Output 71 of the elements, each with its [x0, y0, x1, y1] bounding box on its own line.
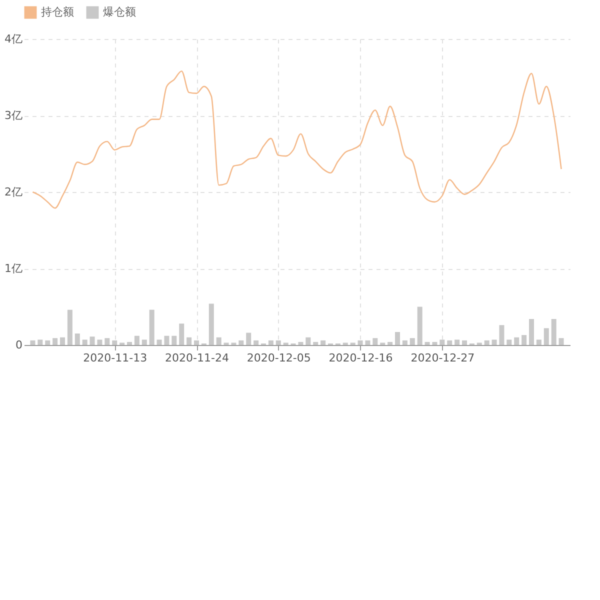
- y-tick-label: 3亿: [4, 109, 22, 122]
- bar: [432, 342, 438, 345]
- bar: [402, 340, 408, 345]
- x-tick-label: 2020-12-05: [246, 352, 311, 364]
- bar: [522, 335, 527, 345]
- legend-label: 爆仓额: [103, 6, 136, 19]
- y-tick-label: 4亿: [4, 32, 22, 46]
- bar: [149, 310, 154, 345]
- bar: [276, 340, 281, 345]
- bar: [417, 306, 422, 345]
- bar: [216, 337, 222, 345]
- bar: [208, 304, 214, 345]
- bar: [536, 340, 542, 345]
- x-tick-label: 2020-12-16: [328, 352, 393, 364]
- y-tick-label: 0: [16, 338, 22, 352]
- bar: [30, 340, 36, 345]
- bar: [492, 340, 497, 345]
- bar: [142, 340, 147, 345]
- bar: [172, 336, 177, 345]
- bar: [306, 337, 311, 345]
- bar: [164, 336, 170, 345]
- bar: [67, 310, 72, 345]
- bar: [112, 340, 118, 345]
- bar: [127, 342, 132, 345]
- bar: [388, 342, 393, 345]
- legend-label: 持仓额: [41, 6, 74, 19]
- bar: [499, 325, 504, 345]
- bar: [74, 334, 80, 345]
- bar: [52, 338, 58, 345]
- bar: [372, 338, 378, 345]
- bar: [104, 338, 110, 345]
- x-tick-label: 2020-11-24: [165, 352, 229, 364]
- bar: [268, 340, 274, 345]
- bar: [97, 340, 102, 345]
- bar: [156, 340, 162, 345]
- bar: [90, 336, 95, 345]
- bar: [82, 340, 88, 345]
- bar: [484, 340, 490, 345]
- bar: [313, 342, 318, 345]
- bar: [462, 340, 467, 345]
- bar: [358, 340, 363, 345]
- bar: [254, 340, 259, 345]
- bar: [424, 342, 430, 345]
- bar: [320, 340, 326, 345]
- bar: [447, 340, 452, 345]
- x-tick-label: 2020-11-13: [83, 352, 148, 364]
- bar: [529, 318, 534, 345]
- bar: [60, 337, 65, 345]
- bar: [558, 338, 564, 345]
- bar: [506, 340, 512, 345]
- bar: [298, 342, 304, 345]
- bar: [551, 318, 556, 345]
- bar: [179, 324, 184, 345]
- bar: [45, 340, 50, 345]
- bar: [440, 340, 445, 345]
- bar: [134, 336, 140, 345]
- x-tick-label: 2020-12-27: [410, 352, 475, 364]
- bar: [454, 340, 460, 345]
- y-tick-label: 2亿: [4, 186, 22, 198]
- line-series: [32, 70, 562, 209]
- y-tick-label: 1亿: [4, 262, 22, 275]
- bar: [38, 340, 43, 345]
- bar: [194, 340, 199, 345]
- bar: [395, 332, 400, 345]
- bar: [238, 340, 244, 345]
- bar: [544, 328, 549, 345]
- bar: [410, 338, 415, 345]
- bar: [246, 332, 252, 345]
- bar: [365, 340, 370, 345]
- bar: [186, 337, 192, 345]
- bar: [514, 337, 520, 345]
